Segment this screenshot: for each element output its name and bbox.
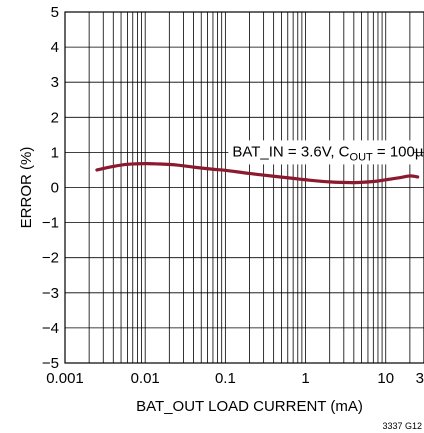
y-tick-label: −2 bbox=[42, 250, 59, 267]
y-tick-label: −1 bbox=[42, 215, 59, 232]
y-tick-label: −5 bbox=[42, 355, 59, 372]
y-tick-label: −4 bbox=[42, 320, 59, 337]
annotation-subscript: OUT bbox=[350, 151, 374, 163]
y-tick-label: 0 bbox=[51, 180, 59, 197]
x-axis-label: BAT_OUT LOAD CURRENT (mA) bbox=[136, 398, 363, 415]
y-tick-label: 2 bbox=[51, 109, 59, 126]
figure-id: 3337 G12 bbox=[382, 421, 422, 431]
x-tick-label: 30 bbox=[416, 370, 424, 387]
y-tick-label: −3 bbox=[42, 285, 59, 302]
y-tick-label: 4 bbox=[51, 39, 59, 56]
annotation-background bbox=[228, 140, 414, 165]
grid bbox=[65, 12, 424, 363]
annotation-main: BAT_IN = 3.6V, C bbox=[232, 143, 349, 160]
y-tick-label: 3 bbox=[51, 74, 59, 91]
annotation-tail: = 100µF bbox=[373, 143, 424, 160]
x-tick-label: 0.001 bbox=[46, 370, 84, 387]
x-tick-label: 1 bbox=[301, 370, 309, 387]
series-line bbox=[95, 162, 420, 185]
condition-annotation: BAT_IN = 3.6V, COUT = 100µF bbox=[232, 143, 424, 163]
x-tick-label: 0.1 bbox=[215, 370, 236, 387]
y-tick-labels: 5 4 3 2 1 0 −1 −2 −3 −4 −5 bbox=[42, 4, 59, 372]
plot-frame bbox=[64, 11, 424, 364]
y-tick-label: 5 bbox=[51, 4, 59, 21]
y-axis-label: ERROR (%) bbox=[18, 147, 35, 229]
x-tick-labels: 0.001 0.01 0.1 1 10 30 bbox=[46, 370, 424, 387]
y-tick-label: 1 bbox=[51, 144, 59, 161]
x-tick-label: 0.01 bbox=[131, 370, 160, 387]
x-tick-label: 10 bbox=[377, 370, 394, 387]
